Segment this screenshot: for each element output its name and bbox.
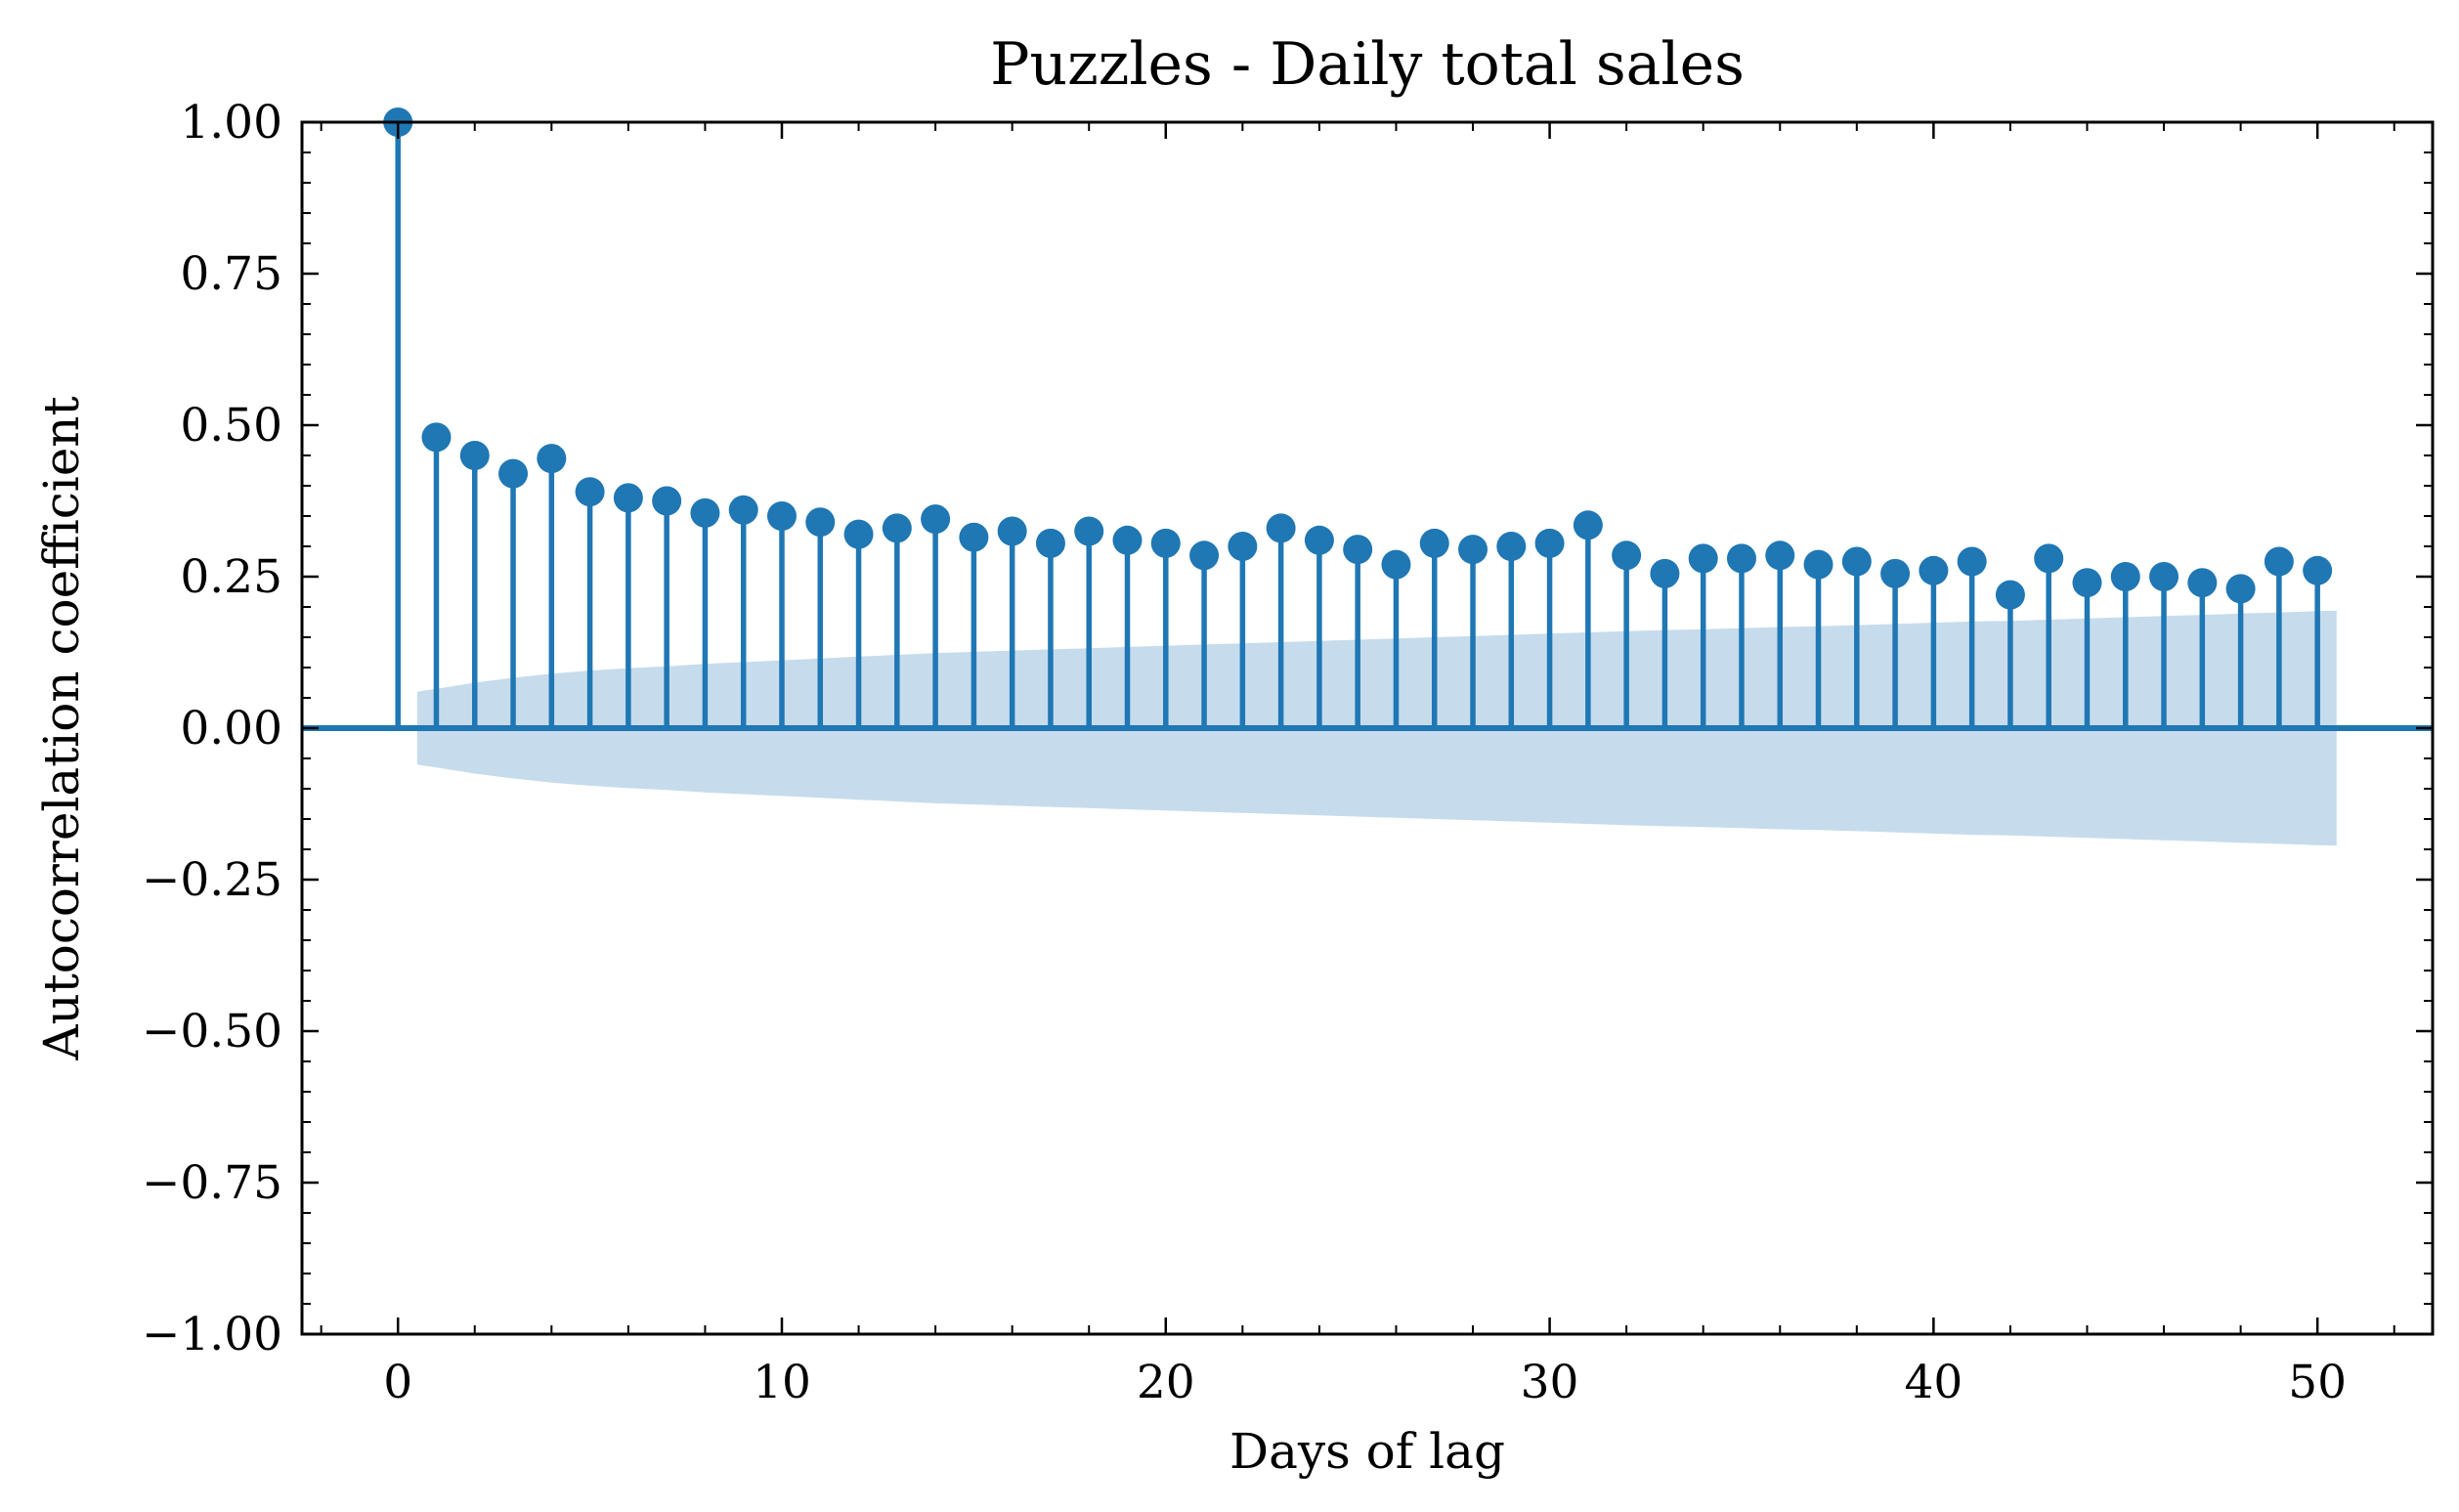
acf-point: [1612, 540, 1642, 571]
acf-point: [1074, 516, 1104, 546]
x-tick-label: 40: [1904, 1356, 1963, 1409]
acf-point: [421, 422, 452, 453]
acf-point: [1919, 555, 1949, 585]
x-tick-label: 50: [2288, 1356, 2347, 1409]
chart-title: Puzzles - Daily total sales: [990, 30, 1745, 99]
acf-point: [1880, 558, 1911, 588]
acf-point: [2110, 562, 2140, 591]
y-tick-label: 1.00: [180, 96, 282, 150]
acf-point: [1035, 528, 1065, 558]
acf-point: [1995, 580, 2025, 610]
acf-point: [1841, 546, 1872, 577]
acf-point: [997, 516, 1027, 546]
acf-point: [766, 501, 797, 531]
acf-point: [921, 504, 951, 535]
acf-point: [843, 519, 874, 549]
acf-point: [1573, 510, 1603, 540]
acf-point: [459, 441, 490, 470]
acf-point: [575, 477, 605, 507]
y-tick-label: 0.50: [180, 399, 282, 453]
acf-point: [2072, 568, 2102, 598]
acf-point: [1266, 513, 1296, 543]
acf-point: [1803, 549, 1833, 580]
acf-point: [1496, 532, 1527, 561]
acf-point: [537, 444, 567, 474]
acf-point: [2225, 574, 2256, 604]
acf-point: [1458, 535, 1488, 565]
acf-point: [613, 483, 643, 513]
y-tick-label: 0.00: [180, 702, 282, 756]
acf-point: [1343, 535, 1373, 565]
acf-point: [1304, 525, 1334, 555]
acf-point: [2149, 562, 2179, 591]
y-tick-label: −0.75: [142, 1156, 282, 1210]
acf-point: [1534, 528, 1565, 558]
acf-point: [2034, 543, 2064, 574]
y-tick-label: 0.75: [180, 247, 282, 301]
x-axis-label: Days of lag: [1230, 1423, 1505, 1480]
acf-point: [1765, 540, 1795, 571]
acf-point: [2264, 546, 2294, 577]
acf-point: [2187, 568, 2218, 598]
x-tick-label: 30: [1521, 1356, 1579, 1409]
acf-point: [1112, 525, 1143, 555]
y-tick-label: −0.50: [142, 1005, 282, 1058]
acf-point: [728, 495, 758, 525]
x-tick-label: 10: [753, 1356, 811, 1409]
acf-point: [1650, 558, 1680, 588]
x-tick-label: 0: [383, 1356, 412, 1409]
y-tick-label: −1.00: [142, 1308, 282, 1361]
acf-point: [882, 513, 912, 543]
acf-point: [652, 486, 682, 516]
acf-point: [1189, 540, 1220, 571]
acf-point: [690, 497, 720, 528]
y-axis-label: Autocorrelation coefficient: [33, 396, 90, 1060]
acf-point: [1150, 528, 1181, 558]
x-tick-label: 20: [1137, 1356, 1195, 1409]
acf-point: [2303, 555, 2333, 585]
acf-point: [1957, 546, 1987, 577]
acf-point: [1419, 528, 1449, 558]
acf-point: [1228, 532, 1258, 561]
acf-point: [1381, 549, 1411, 580]
acf-point: [805, 507, 836, 538]
acf-point: [498, 458, 529, 489]
y-tick-label: 0.25: [180, 550, 282, 604]
acf-point: [1688, 543, 1718, 574]
acf-point: [1726, 543, 1756, 574]
y-tick-label: −0.25: [142, 853, 282, 907]
acf-point: [959, 522, 989, 552]
